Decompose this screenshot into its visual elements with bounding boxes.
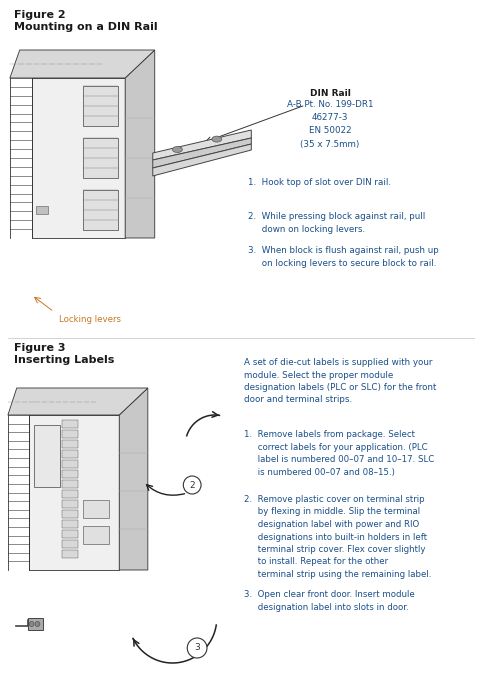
Text: 1.  Remove labels from package. Select
     correct labels for your application.: 1. Remove labels from package. Select co… (244, 430, 434, 477)
Text: Figure 3: Figure 3 (14, 343, 65, 353)
Text: 2: 2 (189, 481, 195, 490)
Text: A set of die-cut labels is supplied with your
module. Select the proper module
d: A set of die-cut labels is supplied with… (244, 358, 436, 405)
Text: Mounting on a DIN Rail: Mounting on a DIN Rail (14, 22, 157, 32)
Circle shape (187, 638, 206, 658)
Bar (82, 500, 109, 518)
Bar (27, 618, 43, 630)
Polygon shape (152, 130, 251, 160)
Bar (62, 500, 78, 508)
Bar (62, 510, 78, 518)
Polygon shape (82, 86, 118, 126)
Bar (62, 430, 78, 438)
Polygon shape (119, 388, 147, 570)
Text: A-B Pt. No. 199-DR1
46277-3
EN 50022
(35 x 7.5mm): A-B Pt. No. 199-DR1 46277-3 EN 50022 (35… (286, 100, 373, 149)
Bar (62, 470, 78, 478)
Bar (62, 480, 78, 488)
Circle shape (183, 476, 201, 494)
Bar (62, 440, 78, 448)
Polygon shape (82, 190, 118, 230)
Bar (62, 530, 78, 538)
Circle shape (35, 621, 40, 627)
Text: Locking levers: Locking levers (59, 315, 121, 324)
Bar (62, 540, 78, 548)
Polygon shape (152, 144, 251, 176)
Ellipse shape (172, 147, 182, 153)
Polygon shape (28, 415, 119, 570)
Bar (37, 206, 48, 214)
Circle shape (29, 621, 34, 627)
Text: Inserting Labels: Inserting Labels (14, 355, 114, 365)
Text: 2.  While pressing block against rail, pull
     down on locking levers.: 2. While pressing block against rail, pu… (248, 212, 425, 234)
Text: 3.  Open clear front door. Insert module
     designation label into slots in do: 3. Open clear front door. Insert module … (244, 590, 414, 612)
Bar (62, 420, 78, 428)
Text: 3: 3 (194, 644, 200, 653)
Polygon shape (10, 50, 154, 78)
Polygon shape (8, 388, 147, 415)
Bar (34, 425, 60, 487)
Polygon shape (31, 78, 125, 238)
Polygon shape (152, 138, 251, 168)
Text: DIN Rail: DIN Rail (309, 89, 350, 98)
Text: 3.  When block is flush against rail, push up
     on locking levers to secure b: 3. When block is flush against rail, pus… (248, 246, 438, 268)
Bar (62, 490, 78, 498)
Text: 2.  Remove plastic cover on terminal strip
     by flexing in middle. Slip the t: 2. Remove plastic cover on terminal stri… (244, 495, 431, 579)
Bar (82, 526, 109, 544)
Bar (62, 550, 78, 558)
Bar (62, 520, 78, 528)
Ellipse shape (211, 136, 221, 142)
Text: Figure 2: Figure 2 (14, 10, 65, 20)
Text: 1.  Hook top of slot over DIN rail.: 1. Hook top of slot over DIN rail. (248, 178, 390, 187)
Polygon shape (125, 50, 154, 238)
Bar (62, 460, 78, 468)
Bar (62, 450, 78, 458)
Polygon shape (82, 138, 118, 178)
